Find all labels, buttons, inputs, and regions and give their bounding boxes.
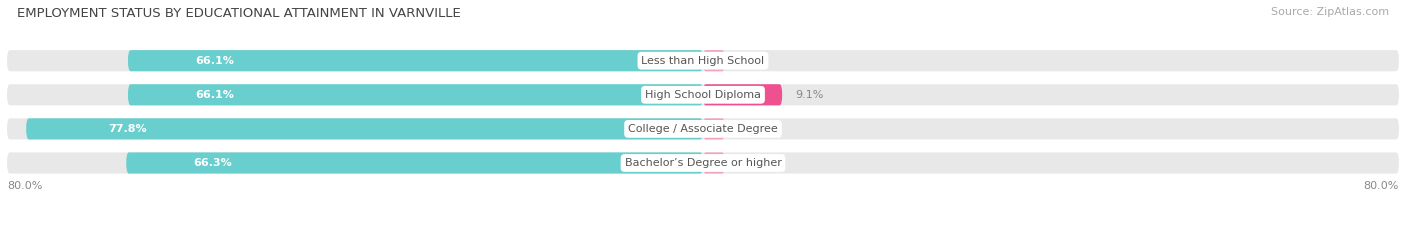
Text: 80.0%: 80.0% — [1364, 181, 1399, 191]
FancyBboxPatch shape — [128, 50, 703, 71]
FancyBboxPatch shape — [7, 84, 1399, 105]
Text: 80.0%: 80.0% — [7, 181, 42, 191]
FancyBboxPatch shape — [703, 84, 782, 105]
Text: 66.1%: 66.1% — [195, 90, 233, 100]
FancyBboxPatch shape — [703, 152, 724, 174]
FancyBboxPatch shape — [27, 118, 703, 140]
Text: Source: ZipAtlas.com: Source: ZipAtlas.com — [1271, 7, 1389, 17]
FancyBboxPatch shape — [7, 152, 1399, 174]
Text: College / Associate Degree: College / Associate Degree — [628, 124, 778, 134]
Text: Bachelor’s Degree or higher: Bachelor’s Degree or higher — [624, 158, 782, 168]
FancyBboxPatch shape — [7, 50, 1399, 71]
Text: 9.1%: 9.1% — [796, 90, 824, 100]
FancyBboxPatch shape — [127, 152, 703, 174]
FancyBboxPatch shape — [7, 118, 1399, 140]
Text: High School Diploma: High School Diploma — [645, 90, 761, 100]
FancyBboxPatch shape — [128, 84, 703, 105]
Text: 66.3%: 66.3% — [194, 158, 232, 168]
Text: 0.0%: 0.0% — [734, 158, 762, 168]
Text: 0.0%: 0.0% — [734, 56, 762, 66]
Text: Less than High School: Less than High School — [641, 56, 765, 66]
Text: 66.1%: 66.1% — [195, 56, 233, 66]
Text: 0.0%: 0.0% — [734, 124, 762, 134]
Text: 77.8%: 77.8% — [108, 124, 148, 134]
FancyBboxPatch shape — [703, 50, 724, 71]
Text: EMPLOYMENT STATUS BY EDUCATIONAL ATTAINMENT IN VARNVILLE: EMPLOYMENT STATUS BY EDUCATIONAL ATTAINM… — [17, 7, 461, 20]
FancyBboxPatch shape — [703, 118, 724, 140]
